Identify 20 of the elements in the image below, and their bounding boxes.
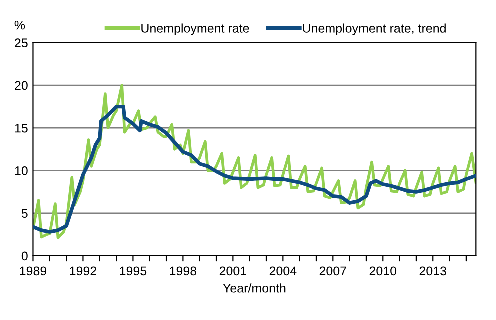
x-tick-label: 2010 xyxy=(370,266,397,276)
y-tick-label: 25 xyxy=(15,38,28,48)
y-tick-label: 10 xyxy=(15,166,28,176)
legend-label: Unemployment rate, trend xyxy=(303,24,446,36)
line-series xyxy=(33,105,476,234)
x-tick-label: 1995 xyxy=(120,266,147,276)
x-tick-label: 2007 xyxy=(320,266,346,276)
x-tick-label: 2013 xyxy=(420,266,446,276)
x-axis-title: Year/month xyxy=(223,284,286,293)
x-tick-label: 1989 xyxy=(20,266,47,276)
y-tick-label: 5 xyxy=(22,209,28,218)
y-tick-label: 0 xyxy=(22,252,28,261)
legend-label: Unemployment rate xyxy=(142,24,250,36)
x-tick-label: 1992 xyxy=(70,266,96,276)
x-tick-label: 2004 xyxy=(270,266,297,276)
y-tick-label: 20 xyxy=(15,81,28,90)
y-axis-title: % xyxy=(14,20,26,30)
y-tick-label: 15 xyxy=(15,124,28,133)
x-tick-label: 1998 xyxy=(170,266,197,276)
x-tick-label: 2001 xyxy=(220,266,246,276)
